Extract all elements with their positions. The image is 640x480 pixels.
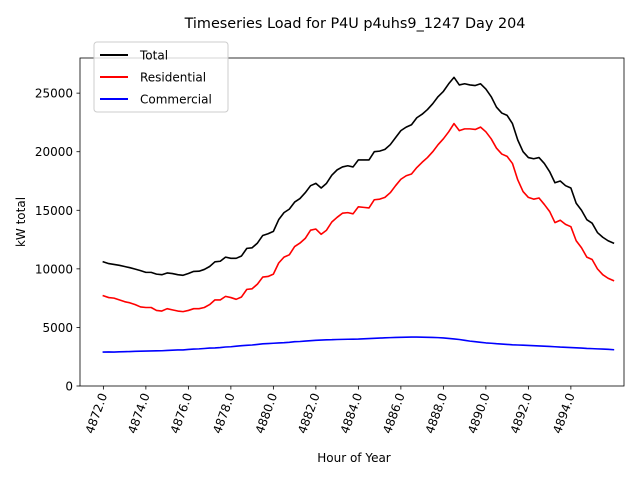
y-axis-ticks: 0 5000 10000 15000 20000 25000 (35, 87, 80, 394)
y-axis-label: kW total (14, 197, 28, 247)
y-tick-label: 15000 (35, 204, 73, 218)
legend: Total Residential Commercial (93, 41, 229, 113)
legend-label-total: Total (139, 49, 168, 63)
legend-label-residential: Residential (140, 71, 206, 85)
x-axis-label: Hour of Year (317, 451, 391, 465)
y-tick-label: 10000 (35, 262, 73, 276)
legend-label-commercial: Commercial (140, 93, 212, 107)
y-tick-label: 20000 (35, 145, 73, 159)
plot-area (79, 57, 625, 387)
series-line-total (102, 76, 615, 277)
y-tick-label: 25000 (35, 87, 73, 101)
y-tick-label: 0 (65, 380, 73, 394)
axes-frame (79, 57, 625, 387)
y-tick-label: 5000 (42, 321, 73, 335)
chart-title: Timeseries Load for P4U p4uhs9_1247 Day … (184, 16, 526, 32)
series-layer (102, 76, 615, 353)
series-line-residential (102, 122, 615, 313)
series-line-commercial (102, 336, 615, 353)
legend-box (93, 41, 229, 113)
